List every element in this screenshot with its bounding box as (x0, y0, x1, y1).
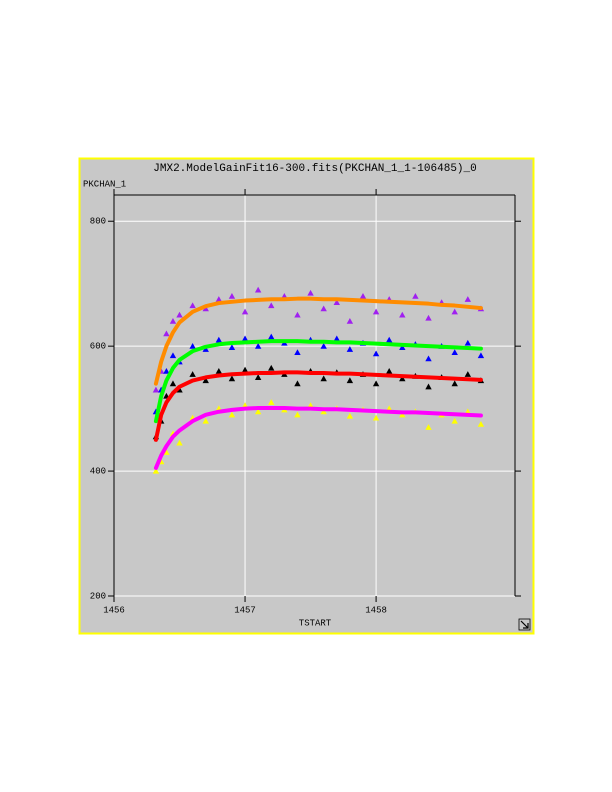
marker (385, 367, 393, 374)
marker (254, 374, 262, 380)
marker (163, 330, 170, 337)
marker (412, 292, 419, 299)
marker (333, 299, 340, 305)
marker (399, 344, 406, 350)
marker (228, 375, 236, 382)
fit-line (153, 296, 483, 386)
marker (320, 305, 327, 312)
fit-line (153, 370, 483, 442)
marker (425, 314, 432, 321)
marker (307, 289, 314, 296)
marker (215, 296, 223, 302)
marker (451, 308, 458, 315)
marker (241, 308, 249, 315)
marker (372, 414, 380, 421)
marker (320, 408, 327, 415)
marker (346, 346, 354, 352)
marker (399, 311, 406, 318)
marker (254, 342, 262, 349)
marker (451, 380, 458, 387)
marker (189, 342, 196, 349)
marker (254, 286, 262, 293)
marker (202, 346, 209, 352)
marker (464, 371, 472, 377)
marker (268, 364, 275, 371)
marker (202, 377, 209, 384)
marker (464, 296, 472, 302)
marker (294, 311, 301, 318)
marker (385, 336, 393, 343)
marker (215, 336, 223, 343)
marker (333, 335, 340, 342)
marker (477, 421, 485, 427)
marker (372, 350, 380, 357)
marker (399, 411, 406, 418)
y-tick-label: 400 (90, 466, 106, 476)
resize-icon (518, 618, 531, 631)
marker (202, 417, 209, 424)
marker (425, 355, 432, 362)
marker (228, 292, 236, 299)
marker (189, 371, 196, 377)
marker (451, 417, 458, 424)
marker (464, 339, 472, 346)
marker (346, 377, 354, 384)
marker (294, 380, 301, 387)
marker (268, 333, 275, 340)
marker (268, 399, 275, 405)
fit-line (153, 405, 483, 470)
marker (163, 367, 170, 374)
x-tick-label: 1456 (103, 605, 125, 615)
marker (215, 367, 223, 374)
marker (268, 302, 275, 309)
marker (346, 412, 354, 419)
marker (307, 402, 314, 409)
x-tick-label: 1457 (234, 605, 256, 615)
marker (294, 349, 301, 355)
marker (241, 366, 249, 373)
y-axis-label: PKCHAN_1 (83, 179, 126, 189)
marker (152, 386, 160, 393)
marker (372, 380, 380, 387)
x-tick-label: 1458 (365, 605, 387, 615)
marker (254, 408, 262, 415)
marker (152, 467, 160, 474)
marker (451, 349, 458, 355)
marker (477, 352, 485, 359)
marker (176, 439, 183, 446)
chart-title: JMX2.ModelGainFit16-300.fits(PKCHAN_1_1-… (153, 163, 476, 175)
marker (372, 308, 380, 315)
marker (169, 317, 177, 324)
panel (78, 157, 535, 635)
fit-line (153, 339, 483, 424)
marker (346, 317, 354, 324)
marker (359, 292, 367, 299)
marker (399, 375, 406, 382)
marker (320, 375, 327, 382)
marker (320, 342, 327, 349)
marker (228, 411, 236, 418)
marker (228, 344, 236, 350)
marker (176, 311, 183, 318)
y-tick-label: 800 (90, 217, 106, 227)
marker (163, 449, 170, 455)
marker (189, 302, 196, 309)
marker (169, 380, 177, 387)
marker (294, 411, 301, 418)
marker (425, 383, 432, 390)
marker (169, 352, 177, 359)
y-tick-label: 600 (90, 342, 106, 352)
x-axis-label: TSTART (299, 618, 332, 628)
y-tick-label: 200 (90, 591, 106, 601)
marker (202, 305, 209, 312)
marker (241, 335, 249, 342)
marker (425, 424, 432, 430)
